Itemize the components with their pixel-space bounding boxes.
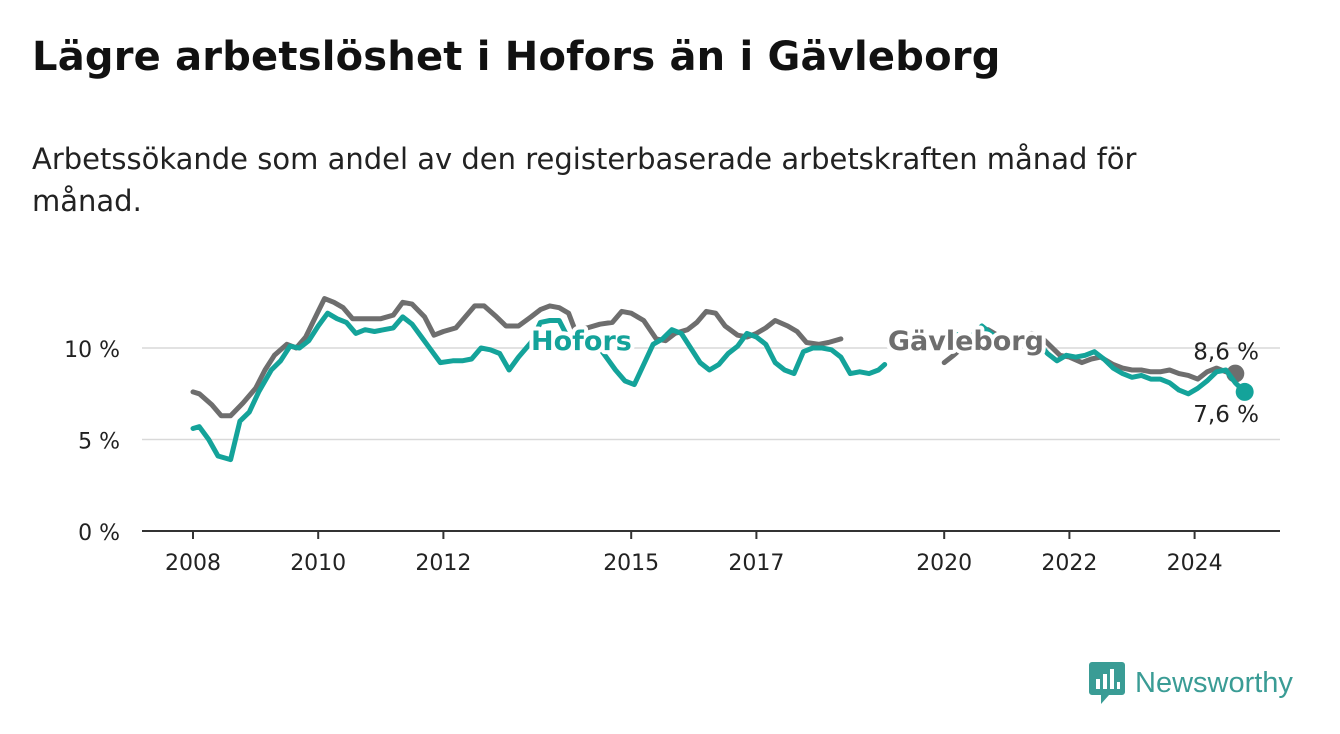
annotation-halo: Gävleborg: [888, 326, 1044, 357]
x-tick-label: 2020: [916, 551, 972, 576]
y-tick-label: 10 %: [64, 338, 120, 363]
end-label-gavleborg: 8,6 %: [1193, 340, 1259, 366]
series-lines: [190, 296, 1254, 463]
chart-labels: 0 % 5 % 10 % 2008 2010 2012 2015 2017 2020 2022 20…: [64, 322, 1259, 576]
series-line-hofors: [932, 323, 1248, 397]
series-line-hofors: [190, 310, 888, 463]
x-tick-label: 2008: [165, 551, 221, 576]
brand-name: Newsworthy: [1135, 666, 1293, 699]
series-line-g-vleborg: [190, 296, 844, 419]
x-tick-label: 2017: [728, 551, 784, 576]
end-point-hofors: [1235, 382, 1254, 401]
y-tick-label: 5 %: [78, 430, 120, 455]
annotation-g-vleborg: Gävleborg: [888, 326, 1044, 357]
x-tick-label: 2010: [290, 551, 346, 576]
end-label-hofors: 7,6 %: [1193, 402, 1259, 428]
chart-title: Lägre arbetslöshet i Hofors än i Gävlebo…: [32, 34, 1001, 80]
grid-lines: [142, 347, 1280, 441]
x-axis: [142, 530, 1280, 539]
x-tick-label: 2024: [1167, 551, 1223, 576]
annotation-hofors: Hofors: [531, 326, 632, 357]
x-tick-label: 2012: [415, 551, 471, 576]
x-tick-label: 2022: [1041, 551, 1097, 576]
annotation-halo: Hofors: [531, 326, 632, 357]
bar-chart-badge-icon: [1089, 662, 1125, 704]
chart-subtitle: Arbetssökande som andel av den registerb…: [32, 142, 1137, 218]
x-tick-label: 2015: [603, 551, 659, 576]
y-tick-label: 0 %: [78, 521, 120, 546]
series-line-g-vleborg: [941, 327, 1238, 382]
newsworthy-logo[interactable]: Newsworthy: [1089, 662, 1293, 704]
